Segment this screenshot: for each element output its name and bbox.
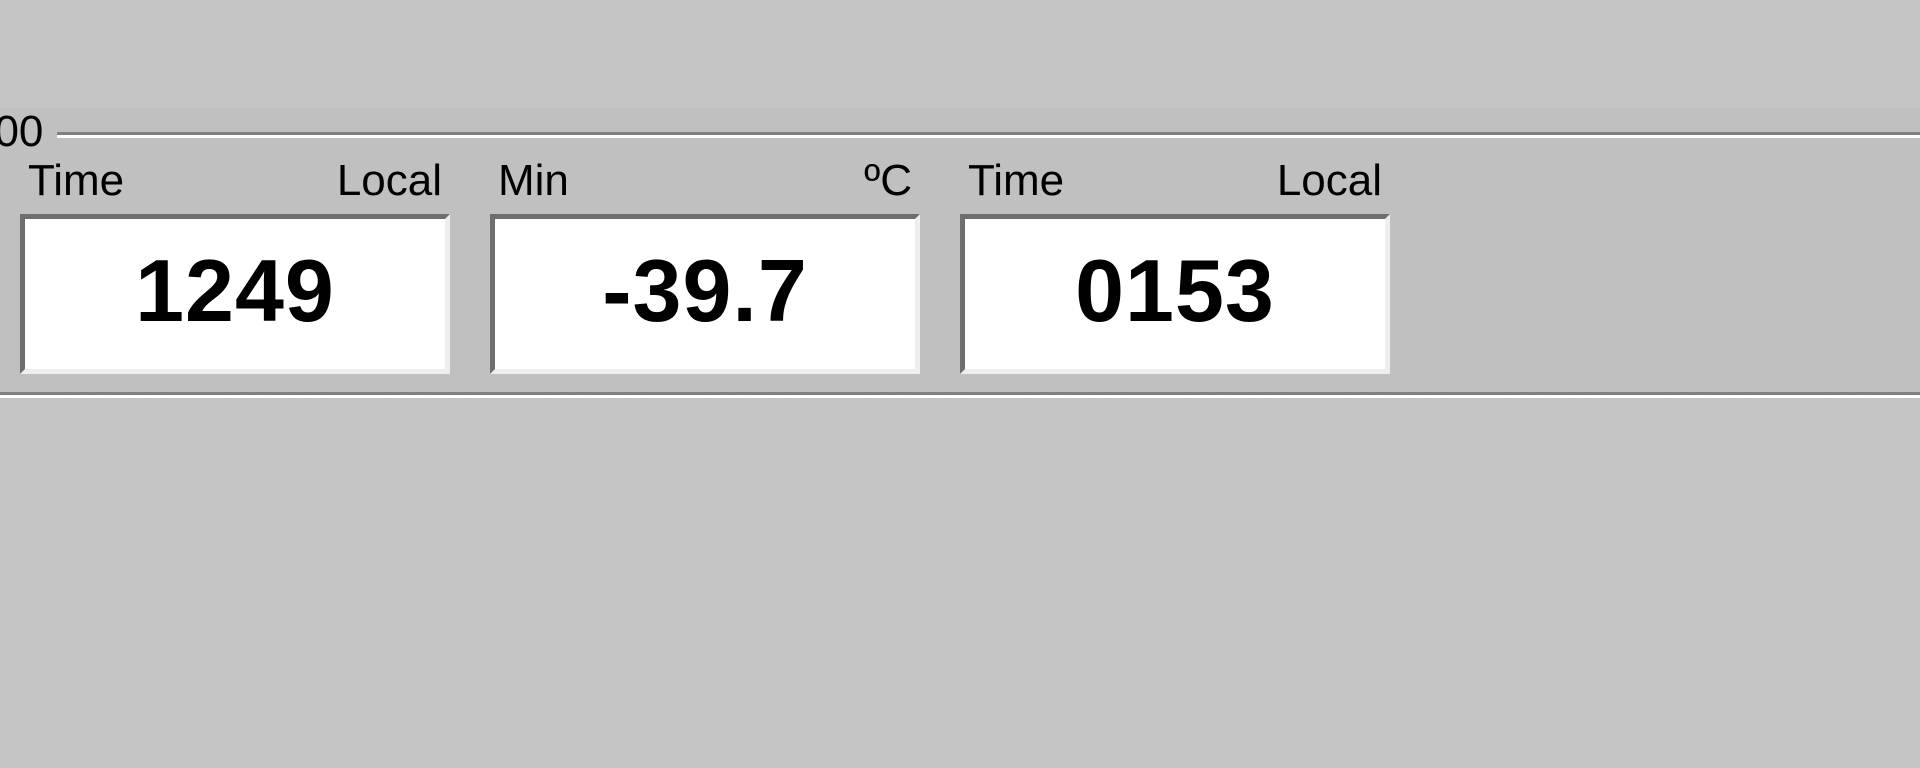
cell-min: Min ºC -39.7 [490, 156, 920, 374]
cell-max-time-label: Time [28, 156, 124, 206]
readout-min: -39.7 [490, 214, 920, 374]
panel-legend: Temperature Since 0900 [0, 108, 57, 156]
cell-min-unit: ºC [864, 156, 912, 206]
cell-min-label: Min [498, 156, 569, 206]
temperature-since-0900-panel: Temperature Since 0900 Max ºC -34.8 Time… [0, 108, 1920, 398]
readout-max-time: 1249 [20, 214, 450, 374]
readout-min-time: 0153 [960, 214, 1390, 374]
cell-min-time-unit: Local [1277, 156, 1382, 206]
cell-max-time-header: Time Local [20, 156, 450, 214]
cell-min-time-header: Time Local [960, 156, 1390, 214]
cell-min-header: Min ºC [490, 156, 920, 214]
cell-max-time-unit: Local [337, 156, 442, 206]
cell-min-time-label: Time [968, 156, 1064, 206]
readout-row: Max ºC -34.8 Time Local 1249 Min ºC -39.… [0, 156, 1920, 374]
cell-min-time: Time Local 0153 [960, 156, 1390, 374]
cell-max-time: Time Local 1249 [20, 156, 450, 374]
